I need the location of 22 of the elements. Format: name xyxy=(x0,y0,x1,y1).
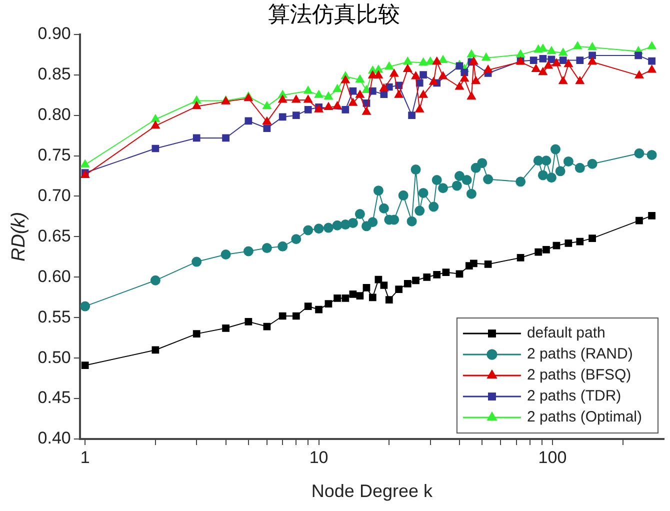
legend-label: 2 paths (Optimal) xyxy=(526,408,642,426)
y-tick-label: 0.55 xyxy=(38,307,71,326)
y-tick-label: 0.40 xyxy=(38,428,71,448)
y-tick-label: 0.65 xyxy=(38,226,71,246)
x-tick-label: 10 xyxy=(309,448,328,467)
legend-label: 2 paths (BFSQ) xyxy=(526,366,632,384)
y-tick-label: 0.60 xyxy=(38,266,71,286)
legend-label: 2 paths (RAND) xyxy=(526,346,633,363)
x-tick-label: 1 xyxy=(80,448,90,467)
y-tick-label: 0.90 xyxy=(38,24,71,44)
legend-label: 2 paths (TDR) xyxy=(526,388,622,405)
y-tick-label: 0.45 xyxy=(38,388,71,408)
chart-title: 算法仿真比较 xyxy=(268,1,400,26)
legend-label: default path xyxy=(526,324,606,342)
y-tick-label: 0.50 xyxy=(38,348,71,367)
y-tick-label: 0.75 xyxy=(38,145,71,164)
y-tick-label: 0.70 xyxy=(38,186,71,205)
y-tick-label: 0.80 xyxy=(38,105,71,124)
x-axis-title: Node Degree k xyxy=(311,481,434,502)
y-tick-label: 0.85 xyxy=(38,64,71,84)
y-axis-title: RD(k) xyxy=(8,212,30,262)
x-tick-label: 100 xyxy=(538,448,567,467)
